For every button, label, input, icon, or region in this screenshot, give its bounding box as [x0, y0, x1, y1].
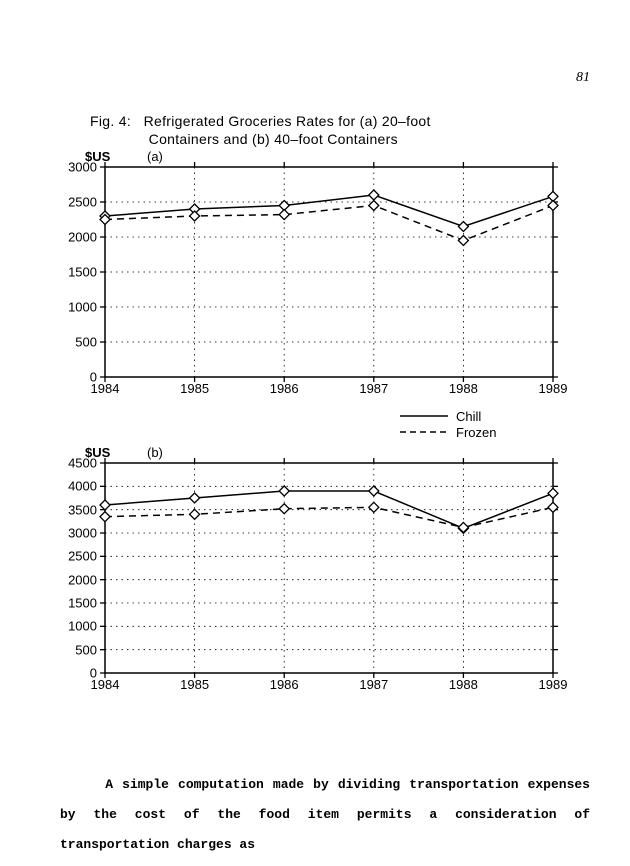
legend-label: Frozen	[456, 425, 496, 440]
y-tick-label: 1000	[49, 300, 97, 315]
figure-title: Fig. 4: Refrigerated Groceries Rates for…	[90, 112, 560, 148]
legend-item-chill: Chill	[400, 408, 496, 424]
y-tick-label: 2500	[49, 195, 97, 210]
y-tick-label: 3000	[49, 526, 97, 541]
y-tick-label: 1000	[49, 619, 97, 634]
figure-label: Fig. 4:	[90, 113, 131, 129]
y-tick-label: 3000	[49, 160, 97, 175]
figure-title-line2: Containers and (b) 40–foot Containers	[149, 131, 398, 147]
y-tick-label: 2000	[49, 230, 97, 245]
x-tick-label: 1985	[180, 381, 209, 396]
subplot-label-b: (b)	[147, 445, 163, 460]
x-tick-label: 1989	[539, 381, 568, 396]
legend-item-frozen: Frozen	[400, 424, 496, 440]
x-tick-label: 1984	[91, 381, 120, 396]
plot-area-a: 0500100015002000250030001984198519861987…	[105, 167, 553, 377]
x-tick-label: 1986	[270, 381, 299, 396]
x-tick-label: 1987	[359, 381, 388, 396]
x-tick-label: 1988	[449, 677, 478, 692]
y-tick-label: 4000	[49, 479, 97, 494]
legend-line-solid-icon	[400, 409, 448, 423]
y-tick-label: 2500	[49, 549, 97, 564]
body-paragraph-text: A simple computation made by dividing tr…	[60, 777, 590, 852]
page-number: 81	[576, 70, 590, 86]
y-tick-label: 1500	[49, 265, 97, 280]
x-tick-label: 1986	[270, 677, 299, 692]
subplot-label-a: (a)	[147, 149, 163, 164]
body-paragraph: A simple computation made by dividing tr…	[60, 770, 590, 860]
y-tick-label: 500	[49, 642, 97, 657]
y-tick-label: 2000	[49, 572, 97, 587]
chart-a: $US (a) 05001000150020002500300019841985…	[105, 167, 553, 377]
y-tick-label: 3500	[49, 502, 97, 517]
legend-label: Chill	[456, 409, 481, 424]
x-tick-label: 1989	[539, 677, 568, 692]
x-tick-label: 1985	[180, 677, 209, 692]
legend: Chill Frozen	[400, 408, 496, 440]
x-tick-label: 1987	[359, 677, 388, 692]
x-tick-label: 1984	[91, 677, 120, 692]
y-tick-label: 1500	[49, 596, 97, 611]
y-tick-label: 4500	[49, 456, 97, 471]
y-tick-label: 500	[49, 335, 97, 350]
chart-b: $US (b) 05001000150020002500300035004000…	[105, 463, 553, 673]
x-tick-label: 1988	[449, 381, 478, 396]
plot-area-b: 0500100015002000250030003500400045001984…	[105, 463, 553, 673]
figure-title-line1: Refrigerated Groceries Rates for (a) 20–…	[144, 113, 431, 129]
page: 81 Fig. 4: Refrigerated Groceries Rates …	[0, 0, 630, 866]
legend-line-dashed-icon	[400, 425, 448, 439]
